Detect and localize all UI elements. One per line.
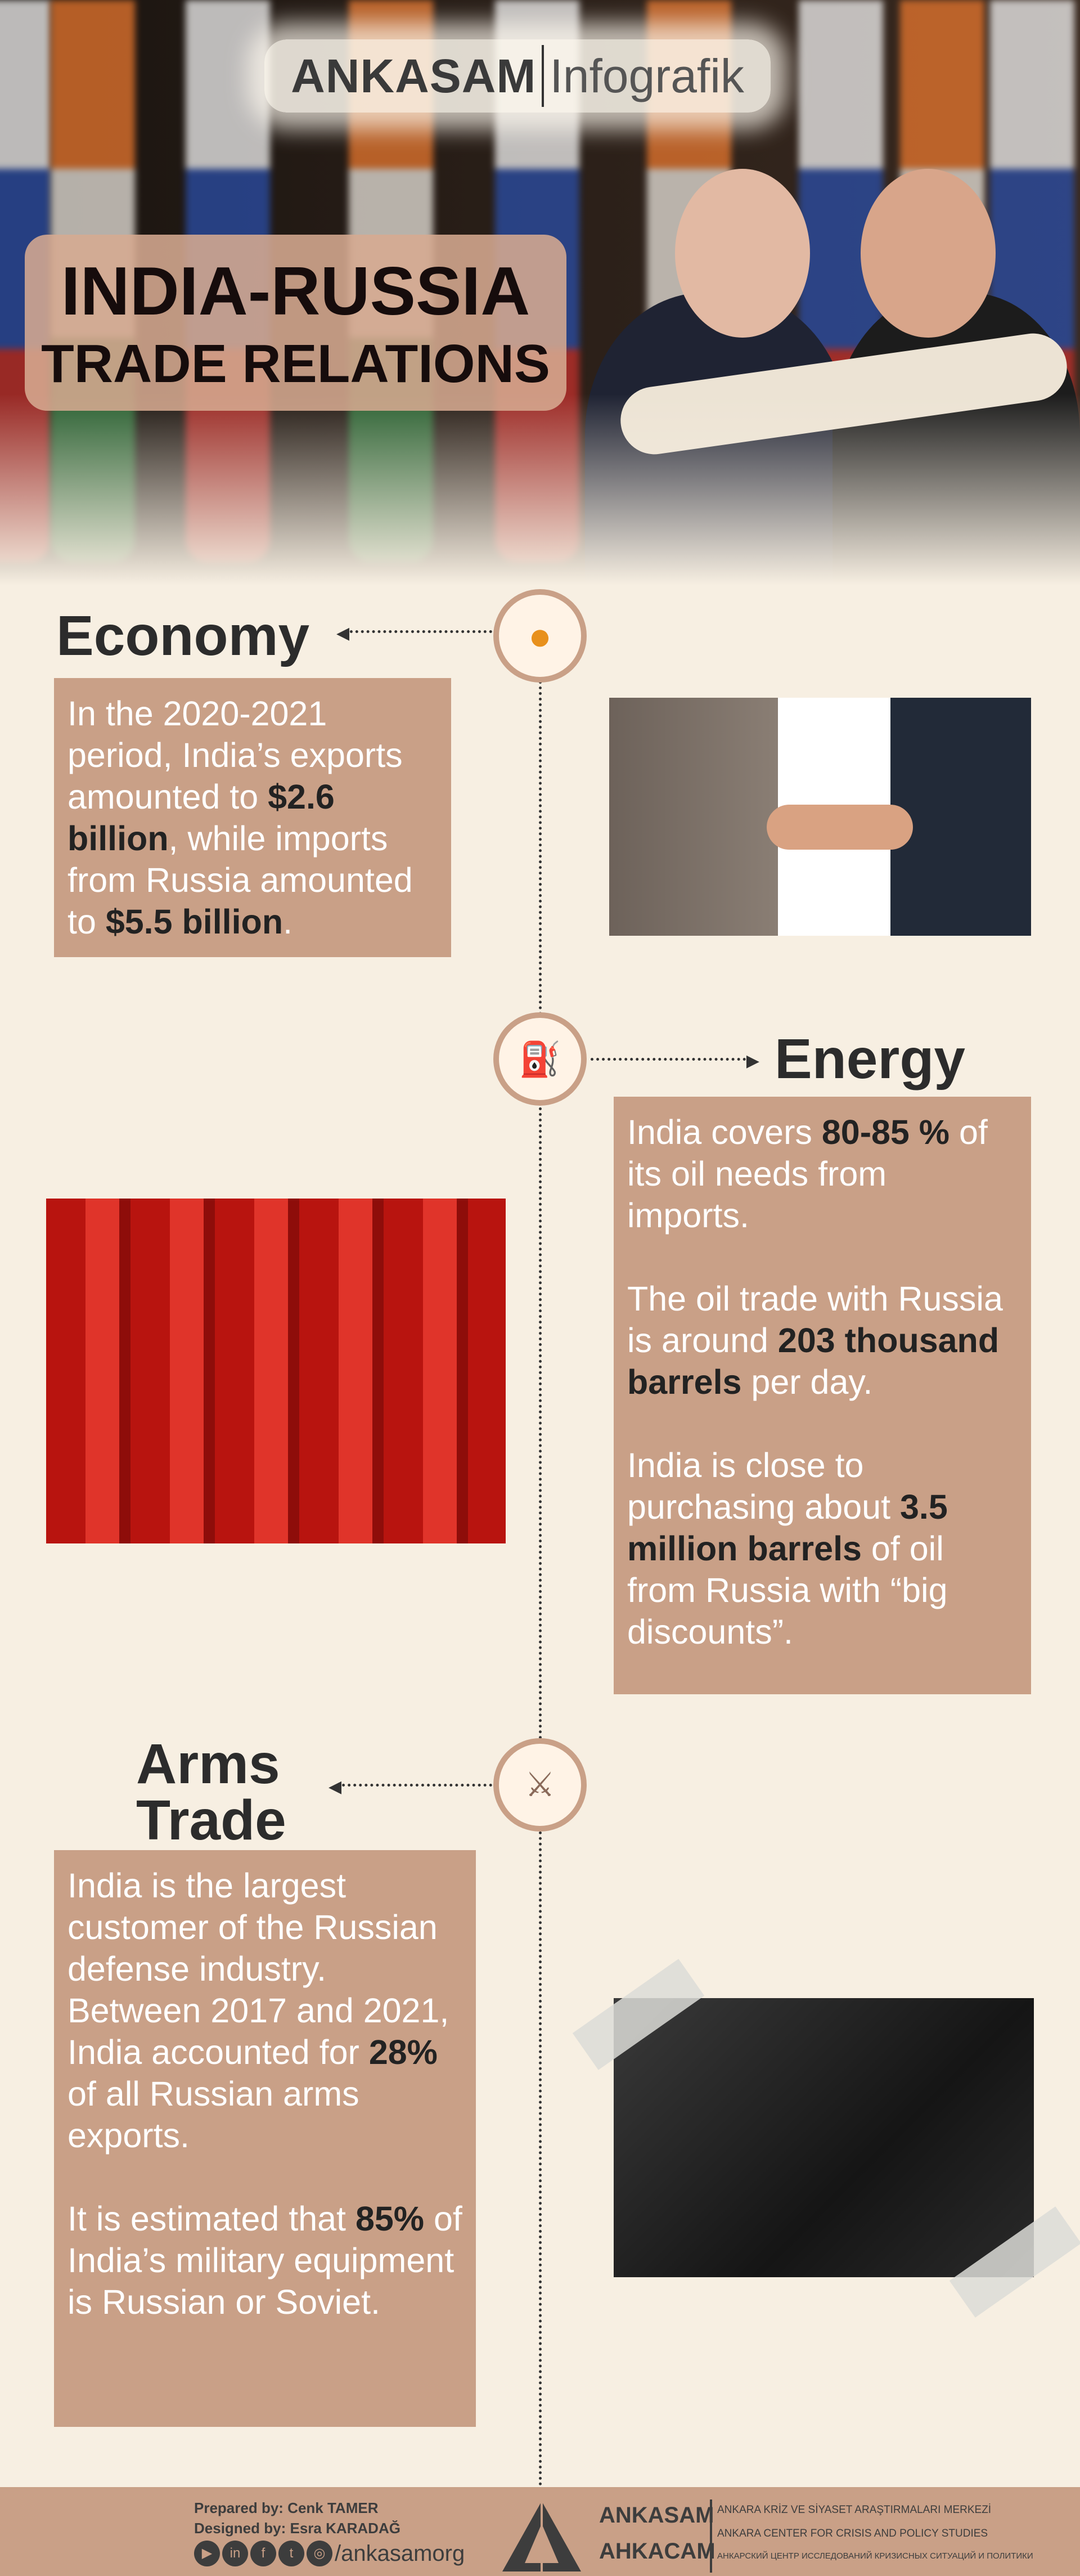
logo-divider xyxy=(542,45,544,107)
arms-heading: Arms Trade xyxy=(136,1733,286,1852)
arms-text-box: India is the largest customer of the Rus… xyxy=(54,1850,476,2427)
economy-text-box: In the 2020-2021 period, India’s exports… xyxy=(54,678,451,957)
designed-by: Designed by: Esra KARADAĞ xyxy=(194,2520,400,2537)
org-divider xyxy=(710,2499,712,2573)
arms-text-2: It is estimated that 85% of India’s mili… xyxy=(68,2200,462,2321)
ankasam-infografik-logo: ANKASAM Infografik xyxy=(264,39,771,113)
energy-text-1: India covers 80-85 % of its oil needs fr… xyxy=(627,1113,988,1235)
timeline-line xyxy=(539,681,542,2487)
oil-pump-icon: ⛽ xyxy=(493,1012,587,1106)
facebook-icon[interactable]: f xyxy=(250,2541,276,2566)
org-name: ANKASAM xyxy=(599,2503,714,2528)
page-title: INDIA-RUSSIA xyxy=(61,253,530,329)
footer: Prepared by: Cenk TAMER Designed by: Esr… xyxy=(0,2487,1080,2576)
weapons-photo xyxy=(614,1998,1034,2277)
youtube-icon[interactable]: ▶ xyxy=(194,2541,220,2566)
oil-barrels-photo xyxy=(46,1199,506,1543)
economy-text: In the 2020-2021 period, India’s exports… xyxy=(68,694,413,941)
instagram-icon[interactable]: ◎ xyxy=(307,2541,332,2566)
crossed-rifles-icon: ⚔ xyxy=(493,1738,587,1832)
prepared-by: Prepared by: Cenk TAMER xyxy=(194,2499,379,2516)
hero-fade xyxy=(0,394,1080,619)
social-handle[interactable]: /ankasamorg xyxy=(335,2541,465,2566)
energy-text-2: The oil trade with Russia is around 203 … xyxy=(627,1280,1003,1401)
org-name-tr: ANKARA KRİZ VE SİYASET ARAŞTIRMALARI MER… xyxy=(717,2504,992,2516)
economy-arrow: ◀ xyxy=(336,624,492,643)
org-name-ru-full: АНКАРСКИЙ ЦЕНТР ИССЛЕДОВАНИЙ КРИЗИСНЫХ С… xyxy=(717,2551,1033,2561)
coins-icon: ● xyxy=(493,589,587,683)
linkedin-icon[interactable]: in xyxy=(222,2541,248,2566)
energy-arrow: ▶ xyxy=(591,1052,759,1070)
social-links: ▶ in f t ◎ /ankasamorg xyxy=(194,2541,465,2566)
energy-text-3: India is close to purchasing about 3.5 m… xyxy=(627,1446,948,1651)
energy-heading: Energy xyxy=(775,1027,966,1090)
arms-text-1: India is the largest customer of the Rus… xyxy=(68,1866,449,2155)
handshake-photo xyxy=(609,698,1031,936)
logo-light: Infografik xyxy=(550,49,744,102)
org-name-ru: AHKACAM xyxy=(599,2539,716,2564)
economy-heading: Economy xyxy=(56,604,310,667)
energy-text-box: India covers 80-85 % of its oil needs fr… xyxy=(614,1097,1031,1694)
ankasam-logo-icon xyxy=(502,2501,581,2571)
logo-bold: ANKASAM xyxy=(291,49,537,102)
page-subtitle: TRADE RELATIONS xyxy=(41,334,550,394)
arms-arrow: ◀ xyxy=(328,1778,492,1796)
twitter-icon[interactable]: t xyxy=(278,2541,304,2566)
org-name-en: ANKARA CENTER FOR CRISIS AND POLICY STUD… xyxy=(717,2528,988,2539)
title-box: INDIA-RUSSIA TRADE RELATIONS xyxy=(25,235,566,411)
